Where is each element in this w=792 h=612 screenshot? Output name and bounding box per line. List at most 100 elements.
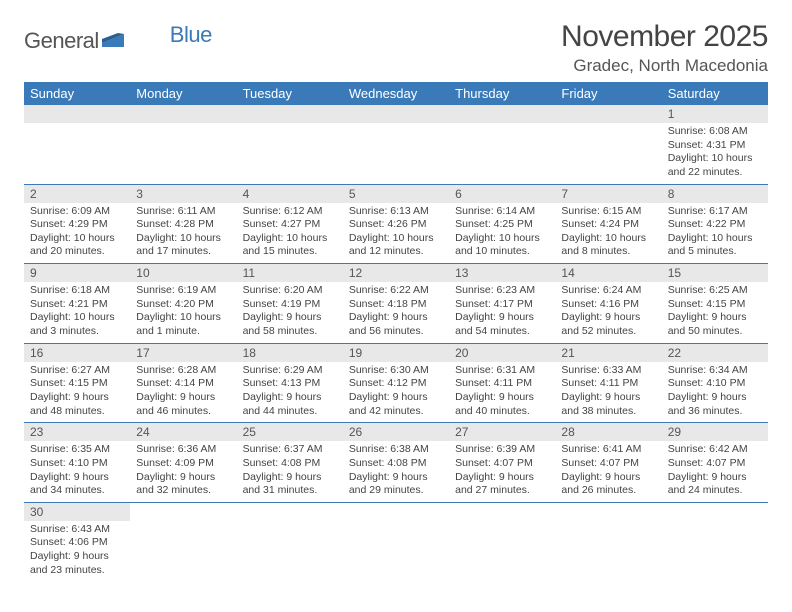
calendar-row: 30Sunrise: 6:43 AMSunset: 4:06 PMDayligh… (24, 503, 768, 582)
calendar-cell: 30Sunrise: 6:43 AMSunset: 4:06 PMDayligh… (24, 503, 130, 582)
calendar-cell: 24Sunrise: 6:36 AMSunset: 4:09 PMDayligh… (130, 423, 236, 503)
day-content: Sunrise: 6:13 AMSunset: 4:26 PMDaylight:… (343, 203, 449, 264)
calendar-row: 9Sunrise: 6:18 AMSunset: 4:21 PMDaylight… (24, 264, 768, 344)
logo-mark-icon (102, 31, 124, 52)
day-number: 13 (449, 264, 555, 282)
day-number: 4 (237, 185, 343, 203)
day-number: 27 (449, 423, 555, 441)
calendar-cell (449, 503, 555, 582)
calendar-cell (555, 503, 661, 582)
day-number: 25 (237, 423, 343, 441)
day-number: 16 (24, 344, 130, 362)
calendar-table: SundayMondayTuesdayWednesdayThursdayFrid… (24, 82, 768, 581)
day-content: Sunrise: 6:15 AMSunset: 4:24 PMDaylight:… (555, 203, 661, 264)
title-block: November 2025 Gradec, North Macedonia (561, 20, 768, 76)
calendar-cell (343, 105, 449, 185)
day-content: Sunrise: 6:17 AMSunset: 4:22 PMDaylight:… (662, 203, 768, 264)
day-content: Sunrise: 6:33 AMSunset: 4:11 PMDaylight:… (555, 362, 661, 423)
day-content: Sunrise: 6:09 AMSunset: 4:29 PMDaylight:… (24, 203, 130, 264)
day-content: Sunrise: 6:38 AMSunset: 4:08 PMDaylight:… (343, 441, 449, 502)
weekday-header: Monday (130, 82, 236, 105)
calendar-body: 1Sunrise: 6:08 AMSunset: 4:31 PMDaylight… (24, 105, 768, 581)
day-content: Sunrise: 6:22 AMSunset: 4:18 PMDaylight:… (343, 282, 449, 343)
weekday-header: Friday (555, 82, 661, 105)
day-number: 22 (662, 344, 768, 362)
calendar-cell: 25Sunrise: 6:37 AMSunset: 4:08 PMDayligh… (237, 423, 343, 503)
day-content: Sunrise: 6:35 AMSunset: 4:10 PMDaylight:… (24, 441, 130, 502)
calendar-row: 1Sunrise: 6:08 AMSunset: 4:31 PMDaylight… (24, 105, 768, 185)
day-number: 1 (662, 105, 768, 123)
day-content: Sunrise: 6:27 AMSunset: 4:15 PMDaylight:… (24, 362, 130, 423)
calendar-cell: 7Sunrise: 6:15 AMSunset: 4:24 PMDaylight… (555, 185, 661, 265)
calendar-cell: 20Sunrise: 6:31 AMSunset: 4:11 PMDayligh… (449, 344, 555, 424)
day-content: Sunrise: 6:31 AMSunset: 4:11 PMDaylight:… (449, 362, 555, 423)
calendar-cell: 14Sunrise: 6:24 AMSunset: 4:16 PMDayligh… (555, 264, 661, 344)
empty-day (555, 105, 661, 123)
calendar-cell (449, 105, 555, 185)
calendar-cell: 22Sunrise: 6:34 AMSunset: 4:10 PMDayligh… (662, 344, 768, 424)
calendar-cell (237, 503, 343, 582)
calendar-row: 23Sunrise: 6:35 AMSunset: 4:10 PMDayligh… (24, 423, 768, 503)
empty-day (449, 105, 555, 123)
day-number: 2 (24, 185, 130, 203)
header: General Blue November 2025 Gradec, North… (24, 20, 768, 76)
day-number: 8 (662, 185, 768, 203)
calendar-cell: 6Sunrise: 6:14 AMSunset: 4:25 PMDaylight… (449, 185, 555, 265)
day-number: 14 (555, 264, 661, 282)
calendar-cell (662, 503, 768, 582)
calendar-cell: 5Sunrise: 6:13 AMSunset: 4:26 PMDaylight… (343, 185, 449, 265)
weekday-header: Thursday (449, 82, 555, 105)
calendar-cell: 27Sunrise: 6:39 AMSunset: 4:07 PMDayligh… (449, 423, 555, 503)
calendar-cell (237, 105, 343, 185)
day-number: 10 (130, 264, 236, 282)
logo-text-blue: Blue (170, 22, 212, 48)
day-content: Sunrise: 6:39 AMSunset: 4:07 PMDaylight:… (449, 441, 555, 502)
weekday-header: Wednesday (343, 82, 449, 105)
logo: General Blue (24, 28, 212, 54)
day-number: 6 (449, 185, 555, 203)
day-number: 5 (343, 185, 449, 203)
day-content: Sunrise: 6:14 AMSunset: 4:25 PMDaylight:… (449, 203, 555, 264)
calendar-cell: 19Sunrise: 6:30 AMSunset: 4:12 PMDayligh… (343, 344, 449, 424)
day-number: 3 (130, 185, 236, 203)
day-content: Sunrise: 6:11 AMSunset: 4:28 PMDaylight:… (130, 203, 236, 264)
day-number: 20 (449, 344, 555, 362)
calendar-cell: 2Sunrise: 6:09 AMSunset: 4:29 PMDaylight… (24, 185, 130, 265)
calendar-cell (24, 105, 130, 185)
day-content: Sunrise: 6:24 AMSunset: 4:16 PMDaylight:… (555, 282, 661, 343)
calendar-cell (555, 105, 661, 185)
day-number: 7 (555, 185, 661, 203)
day-content: Sunrise: 6:43 AMSunset: 4:06 PMDaylight:… (24, 521, 130, 582)
weekday-header: Sunday (24, 82, 130, 105)
calendar-cell: 1Sunrise: 6:08 AMSunset: 4:31 PMDaylight… (662, 105, 768, 185)
calendar-cell: 23Sunrise: 6:35 AMSunset: 4:10 PMDayligh… (24, 423, 130, 503)
calendar-row: 16Sunrise: 6:27 AMSunset: 4:15 PMDayligh… (24, 344, 768, 424)
day-number: 12 (343, 264, 449, 282)
day-number: 17 (130, 344, 236, 362)
page-title: November 2025 (561, 20, 768, 54)
day-content: Sunrise: 6:37 AMSunset: 4:08 PMDaylight:… (237, 441, 343, 502)
day-number: 15 (662, 264, 768, 282)
empty-day (343, 105, 449, 123)
day-number: 29 (662, 423, 768, 441)
calendar-cell: 3Sunrise: 6:11 AMSunset: 4:28 PMDaylight… (130, 185, 236, 265)
calendar-cell: 8Sunrise: 6:17 AMSunset: 4:22 PMDaylight… (662, 185, 768, 265)
day-content: Sunrise: 6:08 AMSunset: 4:31 PMDaylight:… (662, 123, 768, 184)
day-content: Sunrise: 6:29 AMSunset: 4:13 PMDaylight:… (237, 362, 343, 423)
calendar-cell: 26Sunrise: 6:38 AMSunset: 4:08 PMDayligh… (343, 423, 449, 503)
weekday-header: Tuesday (237, 82, 343, 105)
day-content: Sunrise: 6:28 AMSunset: 4:14 PMDaylight:… (130, 362, 236, 423)
calendar-cell (130, 105, 236, 185)
day-number: 23 (24, 423, 130, 441)
calendar-cell: 13Sunrise: 6:23 AMSunset: 4:17 PMDayligh… (449, 264, 555, 344)
calendar-cell: 15Sunrise: 6:25 AMSunset: 4:15 PMDayligh… (662, 264, 768, 344)
day-content: Sunrise: 6:42 AMSunset: 4:07 PMDaylight:… (662, 441, 768, 502)
calendar-cell (130, 503, 236, 582)
calendar-cell: 28Sunrise: 6:41 AMSunset: 4:07 PMDayligh… (555, 423, 661, 503)
day-number: 18 (237, 344, 343, 362)
day-content: Sunrise: 6:41 AMSunset: 4:07 PMDaylight:… (555, 441, 661, 502)
day-number: 28 (555, 423, 661, 441)
day-content: Sunrise: 6:30 AMSunset: 4:12 PMDaylight:… (343, 362, 449, 423)
day-content: Sunrise: 6:34 AMSunset: 4:10 PMDaylight:… (662, 362, 768, 423)
calendar-cell: 21Sunrise: 6:33 AMSunset: 4:11 PMDayligh… (555, 344, 661, 424)
